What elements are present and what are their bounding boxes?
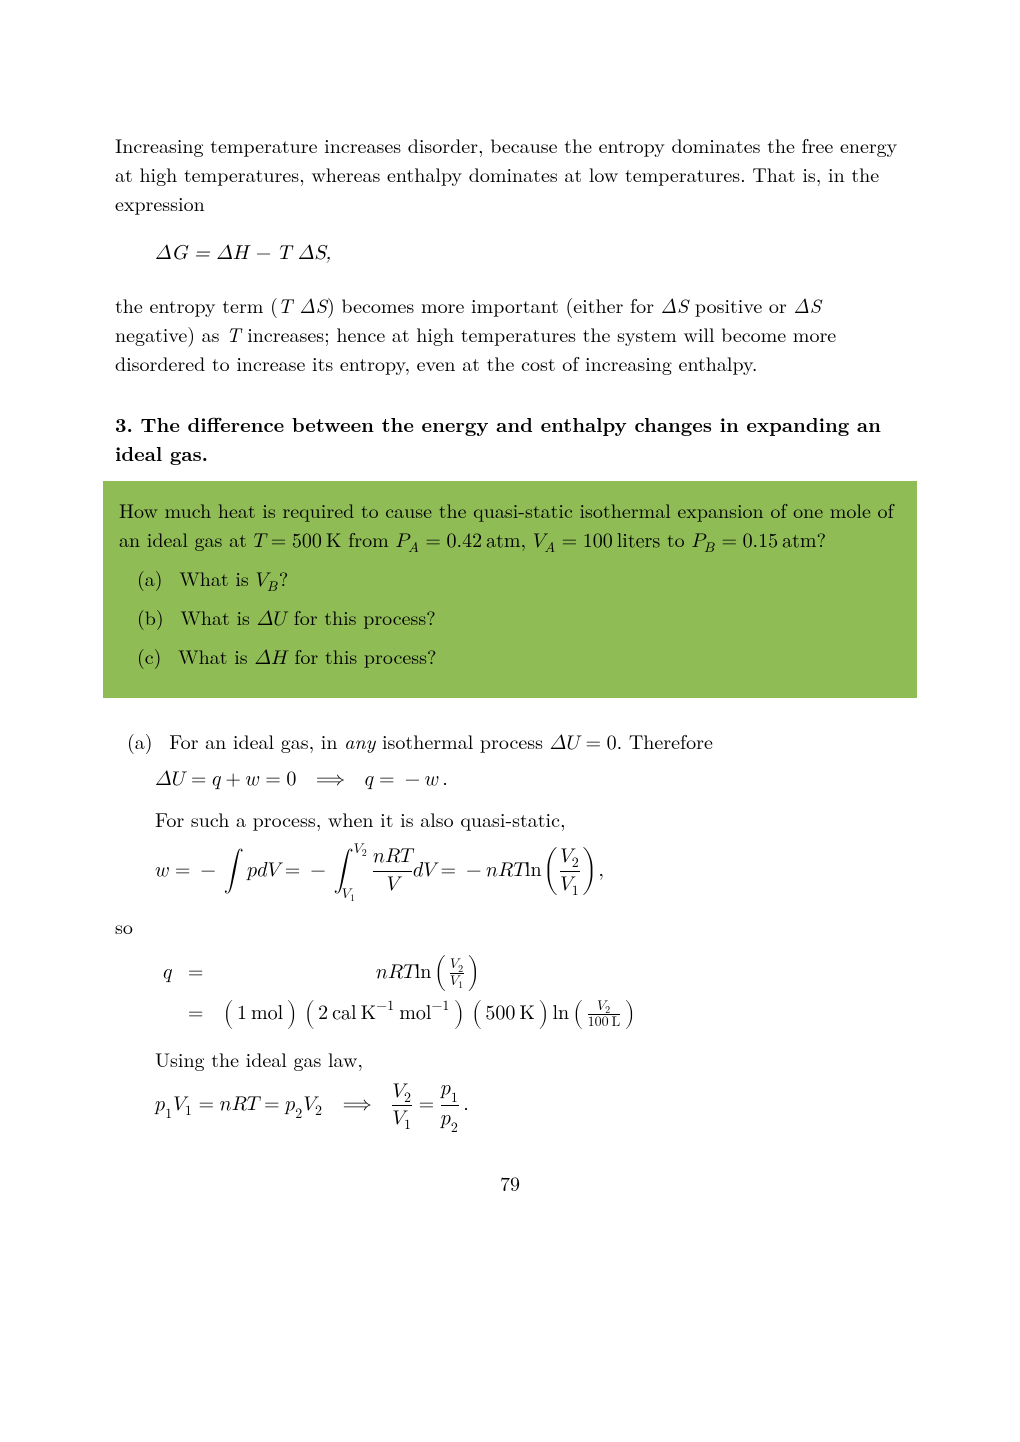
pb-intro-d: to <box>660 524 691 553</box>
solution-list: (a) For an ideal gas, in any isothermal … <box>115 726 905 1132</box>
sol-a-pre: For an ideal gas, in <box>169 726 344 755</box>
sol-a-so: so <box>115 911 905 940</box>
p2-T: T <box>226 319 240 348</box>
p2-ds2: ΔS <box>793 290 821 319</box>
intro-paragraph-1: Increasing temperature increases disorde… <box>115 130 905 217</box>
sol-a-eqn-q: q = nRT⁢ln (V2V1) = (1 mol) <box>155 950 905 1033</box>
sol-a-eqn-w: w=− ∫p⁢dV =− ∫V1V2 nRTV ⁢dV =−nRT ⁢ln ( … <box>155 843 905 901</box>
sol-a-mid: isothermal process <box>375 726 549 755</box>
solution-a: (a) For an ideal gas, in any isothermal … <box>155 726 905 1132</box>
subq-b-pre: What is <box>180 602 256 631</box>
p2-tds: T ΔS <box>278 290 327 319</box>
problem-subquestions: (a) What is VB? (b) What is ΔU for this … <box>119 563 901 670</box>
pb-T: T=500 K <box>254 524 342 553</box>
subq-a-post: ? <box>279 563 288 592</box>
sol-a-line1: For an ideal gas, in any isothermal proc… <box>169 726 713 755</box>
sol-a-post: . Therefore <box>617 726 713 755</box>
p2-mid3: negative) as <box>115 319 226 348</box>
subq-c-dH: ΔH <box>254 641 287 670</box>
p2-mid2: positive or <box>688 290 793 319</box>
subq-a-VB: VB <box>255 563 278 592</box>
pb-intro-c: , <box>521 524 533 553</box>
subq-c: (c) What is ΔH for this process? <box>165 641 901 670</box>
subq-c-label: (c) <box>137 641 161 670</box>
p2-ds1: ΔS <box>661 290 689 319</box>
pb-intro-e: ? <box>817 524 826 553</box>
subq-b-post: for this process? <box>287 602 436 631</box>
subq-a: (a) What is VB? <box>165 563 901 592</box>
section-heading: 3. The difference between the energy and… <box>115 409 905 467</box>
sol-a-any: any <box>344 726 375 755</box>
page-container: Increasing temperature increases disorde… <box>0 0 1020 1442</box>
subq-a-pre: What is <box>179 563 255 592</box>
equation-delta-g-text: ΔG = ΔH − T ΔS, <box>155 243 331 263</box>
p2-mid1: ) becomes more important (either for <box>327 290 661 319</box>
equation-delta-g: ΔG = ΔH − T ΔS, <box>155 239 905 268</box>
sol-a-body3: Using the ideal gas law, <box>155 1044 905 1073</box>
pb-intro-b: from <box>341 524 395 553</box>
sol-a-body2: For such a process, when it is also quas… <box>155 804 905 833</box>
problem-intro: How much heat is required to cause the q… <box>119 495 901 553</box>
pb-PB: PB=0.15 atm <box>691 524 816 553</box>
sol-a-eqn-idealgas: p1V1 =nRT= p2V2 ⟹ V2V1 = p1p2 . <box>155 1083 905 1132</box>
subq-b: (b) What is ΔU for this process? <box>165 602 901 631</box>
sol-a-label: (a) <box>127 726 153 755</box>
page-number: 79 <box>115 1168 905 1197</box>
pb-VA: VA=100 liters <box>533 524 660 553</box>
sol-a-eqn1: ΔU=q+w=0 ⟹ q=−w. <box>155 765 905 794</box>
subq-c-post: for this process? <box>288 641 437 670</box>
intro-paragraph-2: the entropy term (T ΔS) becomes more imp… <box>115 290 905 377</box>
subq-a-label: (a) <box>137 563 163 592</box>
subq-c-pre: What is <box>178 641 254 670</box>
pb-PA: PA=0.42 atm <box>395 524 520 553</box>
subq-b-dU: ΔU <box>257 602 287 631</box>
sol-a-dU0: ΔU=0 <box>550 726 617 755</box>
problem-box: How much heat is required to cause the q… <box>103 481 917 698</box>
subq-b-label: (b) <box>137 602 164 631</box>
p2-prefix: the entropy term ( <box>115 290 278 319</box>
